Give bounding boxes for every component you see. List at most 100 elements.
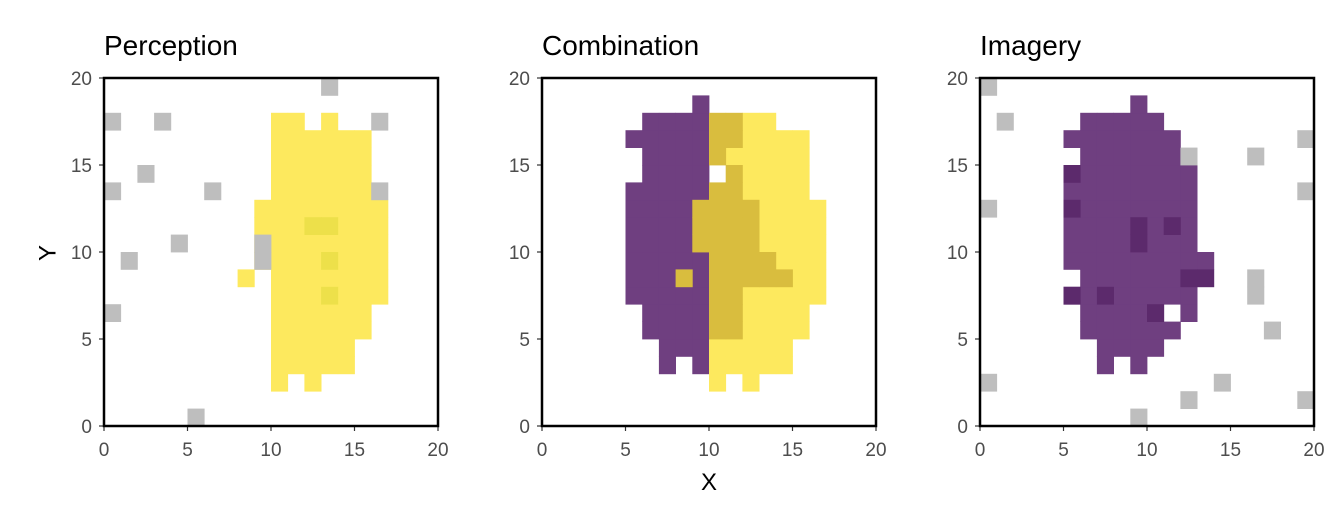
heatmap-cell: [271, 182, 289, 201]
heatmap-cell: [742, 356, 760, 375]
heatmap-cell: [742, 112, 760, 131]
heatmap-cell: [254, 252, 272, 270]
heatmap-cell: [709, 217, 727, 235]
heatmap-cell: [1130, 286, 1148, 305]
heatmap-cell: [1113, 147, 1131, 166]
heatmap-cell: [742, 182, 760, 201]
heatmap-cell: [1113, 165, 1131, 183]
heatmap-cell: [271, 286, 289, 305]
heatmap-cell: [1080, 199, 1098, 218]
heatmap-cell: [809, 199, 827, 218]
heatmap-cell: [742, 304, 760, 322]
heatmap-cell: [792, 147, 810, 166]
heatmap-cell: [287, 147, 305, 166]
heatmap-cell: [304, 269, 322, 288]
heatmap-cell: [658, 217, 676, 235]
heatmap-cell: [775, 269, 793, 288]
heatmap-cell: [625, 252, 643, 270]
heatmap-cell: [1147, 286, 1165, 305]
heatmap-cell: [271, 199, 289, 218]
heatmap-cell: [709, 269, 727, 288]
heatmap-cells: [104, 78, 389, 427]
heatmap-cell: [371, 217, 389, 235]
heatmap-cell: [775, 234, 793, 253]
heatmap-cell: [658, 252, 676, 270]
y-tick-label: 15: [947, 156, 968, 177]
heatmap-cell: [287, 339, 305, 357]
y-tick-label: 0: [957, 417, 968, 438]
heatmap-cell: [1096, 339, 1114, 357]
heatmap-cell: [709, 112, 727, 131]
heatmap-cell: [1263, 321, 1281, 340]
heatmap-cell: [792, 252, 810, 270]
x-tick-label: 5: [182, 440, 193, 461]
heatmap-cell: [1163, 130, 1181, 148]
heatmap-cell: [775, 252, 793, 270]
heatmap-cell: [742, 147, 760, 166]
heatmap-cell: [692, 199, 710, 218]
heatmap-cell: [675, 130, 693, 148]
heatmap-cell: [1147, 304, 1165, 322]
heatmap-cell: [1063, 182, 1081, 201]
heatmap-cell: [304, 373, 322, 392]
heatmap-cell: [1180, 269, 1198, 288]
heatmap-cell: [287, 321, 305, 340]
heatmap-cell: [321, 304, 339, 322]
heatmap-cell: [692, 147, 710, 166]
heatmap-cell: [725, 269, 743, 288]
heatmap-cell: [775, 182, 793, 201]
heatmap-cell: [1213, 373, 1231, 392]
heatmap-cell: [354, 286, 372, 305]
heatmap-cell: [254, 234, 272, 253]
heatmap-cell: [1180, 234, 1198, 253]
heatmap-cell: [337, 130, 355, 148]
heatmap-cell: [1297, 182, 1315, 201]
heatmap-cell: [709, 356, 727, 375]
heatmap-cell: [759, 269, 777, 288]
panel-frame: [540, 76, 878, 428]
heatmap-cell: [321, 286, 339, 305]
heatmap-cell: [980, 373, 998, 392]
heatmap-cell: [287, 286, 305, 305]
heatmap-cell: [675, 182, 693, 201]
heatmap-cell: [271, 147, 289, 166]
heatmap-cell: [759, 252, 777, 270]
heatmap-cell: [1130, 269, 1148, 288]
heatmap-cell: [625, 182, 643, 201]
heatmap-cell: [759, 199, 777, 218]
heatmap-cell: [1180, 286, 1198, 305]
heatmap-cell: [254, 217, 272, 235]
heatmap-cell: [1080, 321, 1098, 340]
heatmap-cell: [1297, 130, 1315, 148]
x-tick-label: 5: [620, 440, 631, 461]
heatmap-cell: [1130, 217, 1148, 235]
heatmap-cell: [1063, 165, 1081, 183]
heatmap-cell: [1080, 234, 1098, 253]
heatmap-cell: [692, 286, 710, 305]
heatmap-cell: [1147, 147, 1165, 166]
heatmap-cell: [658, 339, 676, 357]
heatmap-cell: [1163, 321, 1181, 340]
heatmap-cell: [304, 252, 322, 270]
heatmap-cell: [254, 199, 272, 218]
heatmap-cell: [304, 286, 322, 305]
heatmap-cell: [271, 339, 289, 357]
heatmap-cell: [742, 373, 760, 392]
heatmap-cell: [692, 234, 710, 253]
heatmap-cell: [321, 252, 339, 270]
heatmap-cell: [1130, 252, 1148, 270]
heatmap-cell: [287, 199, 305, 218]
heatmap-cell: [337, 147, 355, 166]
heatmap-cell: [642, 112, 660, 131]
heatmap-cell: [675, 269, 693, 288]
y-tick-label: 10: [947, 243, 968, 264]
heatmap-cell: [271, 252, 289, 270]
heatmap-cell: [287, 356, 305, 375]
heatmap-cell: [709, 234, 727, 253]
heatmap-cell: [792, 304, 810, 322]
heatmap-cell: [725, 147, 743, 166]
heatmap-cell: [321, 356, 339, 375]
x-tick-label: 10: [260, 440, 281, 461]
y-tick-label: 0: [81, 417, 92, 438]
heatmap-cell: [321, 269, 339, 288]
